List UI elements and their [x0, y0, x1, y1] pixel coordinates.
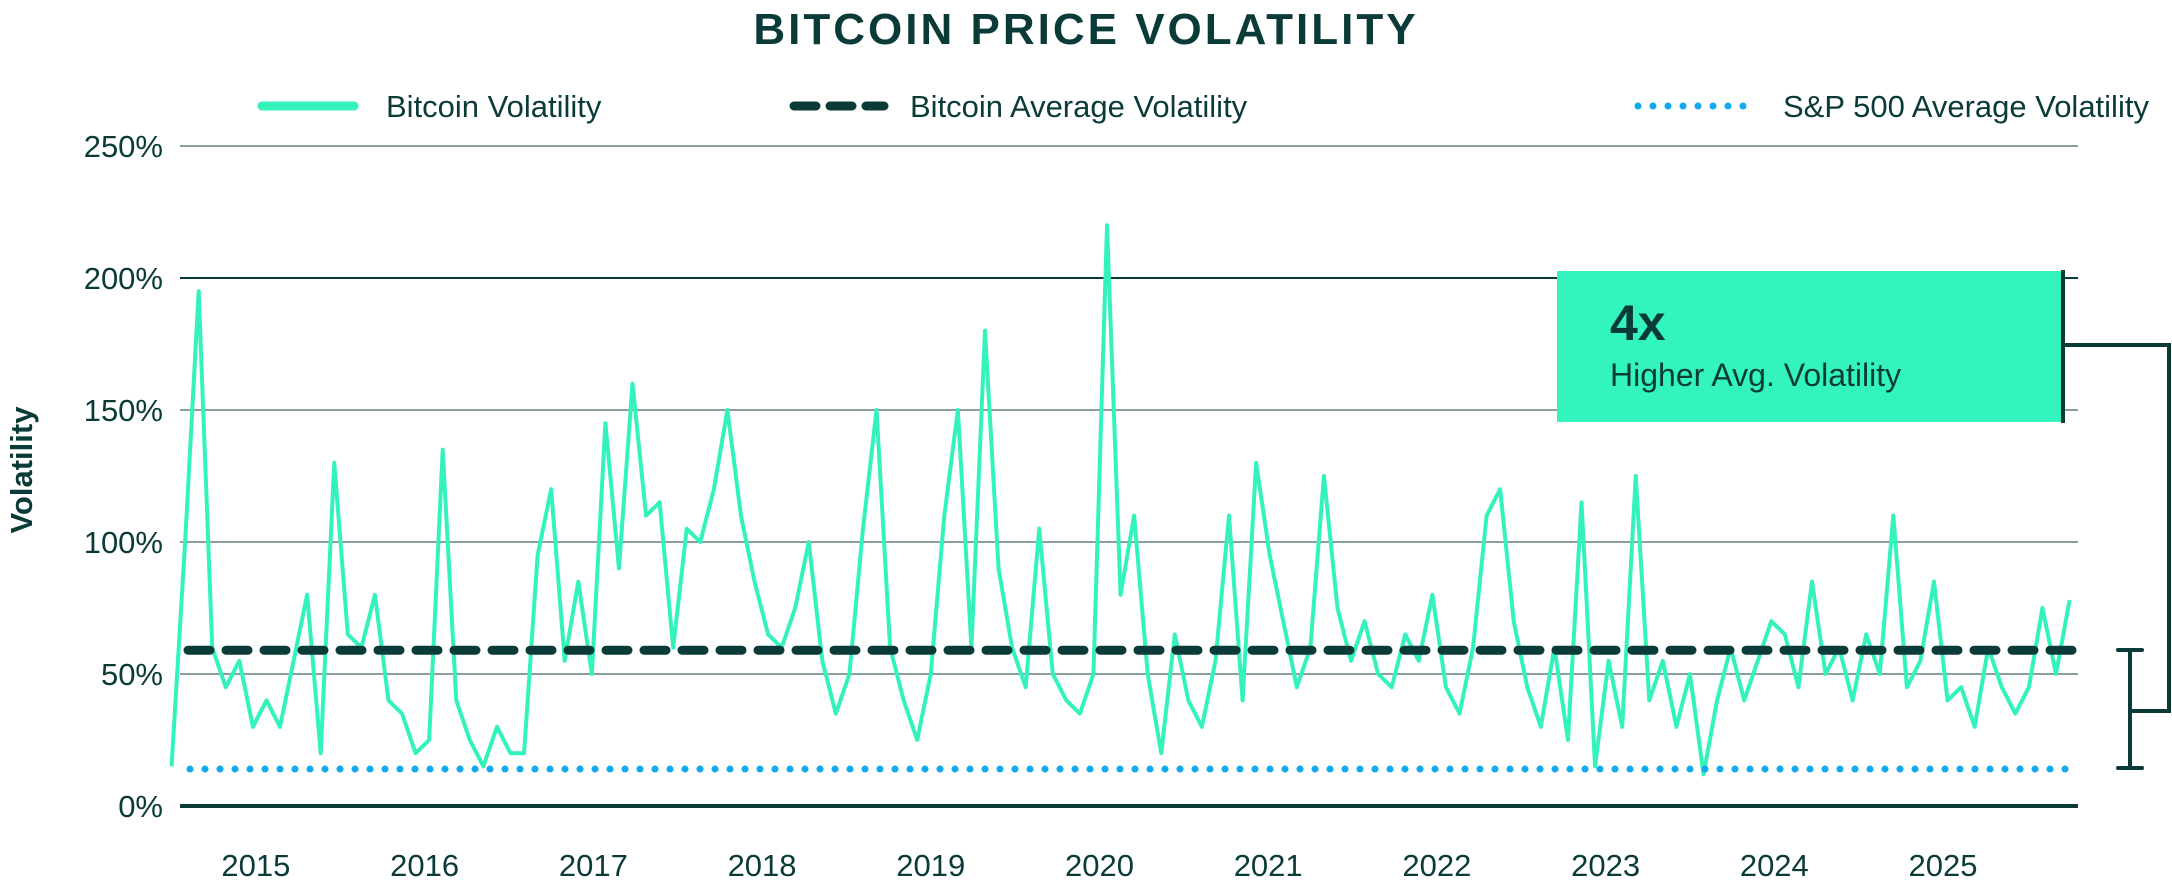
chart-title: BITCOIN PRICE VOLATILITY: [753, 5, 1418, 54]
y-tick-label: 200%: [84, 261, 163, 296]
x-tick-label: 2023: [1571, 848, 1640, 883]
y-tick-label: 100%: [84, 525, 163, 560]
x-tick-label: 2018: [728, 848, 797, 883]
y-tick-label: 0%: [118, 789, 163, 824]
legend-item-sp500-average: S&P 500 Average Volatility: [1638, 89, 2149, 124]
legend-item-bitcoin-average: Bitcoin Average Volatility: [794, 89, 1248, 124]
gridlines: [180, 146, 2078, 806]
bracket-connector: [2063, 345, 2169, 711]
y-axis-label: Volatility: [4, 406, 39, 534]
x-tick-label: 2015: [221, 848, 290, 883]
x-tick-label: 2019: [896, 848, 965, 883]
x-tick-label: 2024: [1740, 848, 1809, 883]
legend-item-bitcoin-volatility: Bitcoin Volatility: [262, 89, 602, 124]
x-tick-labels: 2015 2016 2017 2018 2019 2020 2021 2022 2023 2024…: [221, 848, 1977, 883]
x-tick-label: 2016: [390, 848, 459, 883]
legend-label: S&P 500 Average Volatility: [1783, 89, 2149, 124]
x-tick-label: 2025: [1909, 848, 1978, 883]
x-tick-label: 2021: [1234, 848, 1303, 883]
legend: Bitcoin Volatility Bitcoin Average Volat…: [262, 89, 2149, 124]
y-tick-labels: 0% 50% 100% 150% 200% 250%: [84, 129, 163, 824]
legend-label: Bitcoin Average Volatility: [910, 89, 1248, 124]
callout-text: Higher Avg. Volatility: [1610, 357, 1901, 393]
x-tick-label: 2020: [1065, 848, 1134, 883]
y-tick-label: 50%: [101, 657, 163, 692]
y-tick-label: 250%: [84, 129, 163, 164]
legend-label: Bitcoin Volatility: [386, 89, 602, 124]
x-tick-label: 2022: [1402, 848, 1471, 883]
y-tick-label: 150%: [84, 393, 163, 428]
callout-headline: 4x: [1610, 295, 1666, 351]
x-tick-label: 2017: [559, 848, 628, 883]
